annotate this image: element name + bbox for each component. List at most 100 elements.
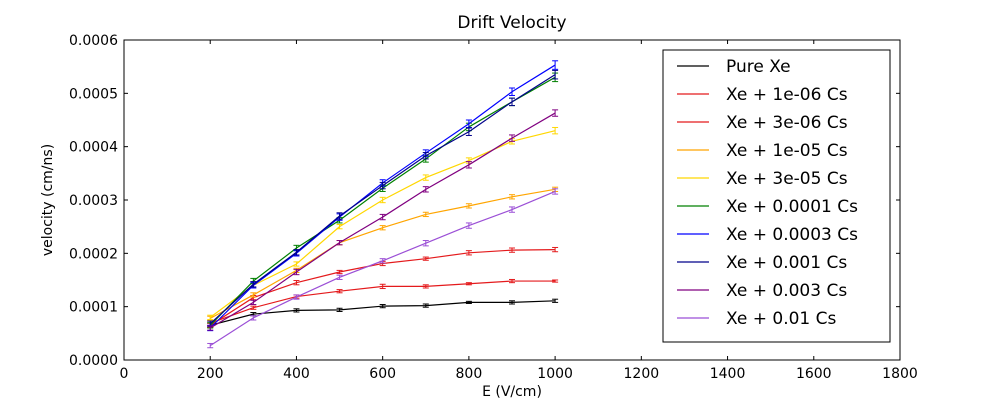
error-bar: [422, 303, 429, 308]
error-bar: [336, 212, 343, 220]
y-tick-label: 0.0001: [69, 300, 118, 316]
error-bar: [379, 258, 386, 264]
error-bar: [336, 274, 343, 280]
error-bar: [465, 127, 472, 136]
legend-label: Xe + 3e-06 Cs: [726, 113, 848, 133]
error-bar: [336, 307, 343, 312]
error-bar: [250, 315, 257, 321]
legend-label: Xe + 0.0001 Cs: [726, 197, 858, 217]
x-tick-label: 600: [369, 366, 396, 382]
y-tick-label: 0.0000: [69, 353, 118, 369]
legend-label: Xe + 1e-06 Cs: [726, 85, 848, 105]
legend-item: Xe + 0.001 Cs: [677, 253, 847, 273]
x-tick-label: 1000: [537, 366, 573, 382]
error-bar: [509, 278, 515, 284]
legend-item: Xe + 0.0001 Cs: [677, 197, 858, 217]
y-tick-label: 0.0005: [69, 86, 118, 102]
x-tick-label: 1200: [624, 366, 660, 382]
legend-item: Xe + 1e-06 Cs: [677, 85, 848, 105]
error-bar: [207, 314, 214, 320]
y-tick-label: 0.0002: [69, 246, 118, 262]
error-bar: [509, 97, 515, 107]
error-bar: [336, 269, 343, 275]
error-bar: [465, 300, 472, 304]
legend-item: Xe + 0.01 Cs: [677, 309, 837, 329]
error-bar: [422, 174, 429, 181]
error-bar: [336, 224, 343, 230]
y-axis-label: velocity (cm/ns): [40, 144, 56, 256]
error-bar: [509, 247, 515, 253]
error-bar: [552, 188, 559, 195]
error-bar: [379, 225, 386, 231]
error-bar: [422, 186, 429, 193]
x-tick-label: 0: [120, 366, 129, 382]
error-bar: [422, 240, 429, 247]
error-bar: [509, 194, 515, 200]
error-bar: [465, 203, 472, 209]
y-tick-label: 0.0003: [69, 193, 118, 209]
error-bar: [552, 298, 559, 303]
error-bar: [379, 181, 386, 190]
legend-label: Xe + 0.001 Cs: [726, 253, 847, 273]
legend-item: Xe + 1e-05 Cs: [677, 141, 848, 161]
error-bar: [552, 69, 559, 80]
error-bar: [422, 152, 429, 160]
error-bar: [465, 250, 472, 256]
legend-label: Xe + 0.01 Cs: [726, 309, 837, 329]
error-bar: [552, 279, 559, 283]
series-9: [207, 109, 559, 331]
error-bar: [465, 119, 472, 128]
error-bar: [552, 126, 559, 135]
x-tick-label: 800: [456, 366, 483, 382]
error-bar: [465, 161, 472, 169]
legend-item: Xe + 0.003 Cs: [677, 281, 847, 301]
error-bar: [379, 196, 386, 204]
ticks-layer: 0 200 400 600 800 1000 1200 1400 1600 1800 0.0000 0…: [69, 33, 918, 382]
x-tick-label: 400: [283, 366, 310, 382]
error-bar: [379, 304, 386, 309]
legend-label: Xe + 3e-05 Cs: [726, 169, 848, 189]
x-tick-label: 1400: [710, 366, 746, 382]
error-bar: [293, 249, 300, 256]
error-bar: [379, 213, 386, 221]
y-tick-label: 0.0004: [69, 140, 118, 156]
error-bar: [293, 280, 300, 286]
error-bar: [293, 308, 300, 313]
error-bar: [250, 292, 257, 298]
error-bar: [552, 246, 559, 253]
x-tick-label: 1800: [882, 366, 918, 382]
error-bar: [509, 300, 515, 305]
error-bar: [379, 283, 386, 290]
error-bar: [336, 240, 343, 246]
error-bar: [509, 206, 515, 213]
y-tick-label: 0.0006: [69, 33, 118, 49]
error-bar: [552, 109, 559, 117]
legend-item: Xe + 3e-05 Cs: [677, 169, 848, 189]
error-bar: [422, 284, 429, 289]
legend-item: Pure Xe: [677, 57, 791, 77]
error-bar: [509, 87, 515, 96]
error-bar: [250, 281, 257, 288]
error-bar: [336, 289, 343, 294]
legend-label: Pure Xe: [726, 57, 791, 77]
error-bar: [293, 261, 300, 267]
x-tick-label: 1600: [796, 366, 832, 382]
error-bar: [422, 256, 429, 261]
legend-item: Xe + 3e-06 Cs: [677, 113, 848, 133]
error-bar: [250, 305, 257, 310]
legend: Pure Xe Xe + 1e-06 Cs Xe + 3e-06 Cs Xe + 1e…: [662, 49, 891, 343]
legend-box: [662, 49, 891, 343]
legend-label: Xe + 0.003 Cs: [726, 281, 847, 301]
error-bar: [465, 222, 472, 229]
error-bar: [293, 294, 300, 300]
error-bar: [509, 134, 515, 142]
x-tick-label: 200: [197, 366, 224, 382]
legend-item: Xe + 0.0003 Cs: [677, 225, 858, 245]
chart-title: Drift Velocity: [457, 13, 566, 33]
x-axis-label: E (V/cm): [482, 384, 542, 400]
series-8: [207, 69, 559, 327]
error-bar: [207, 342, 214, 349]
error-bar: [465, 282, 472, 286]
